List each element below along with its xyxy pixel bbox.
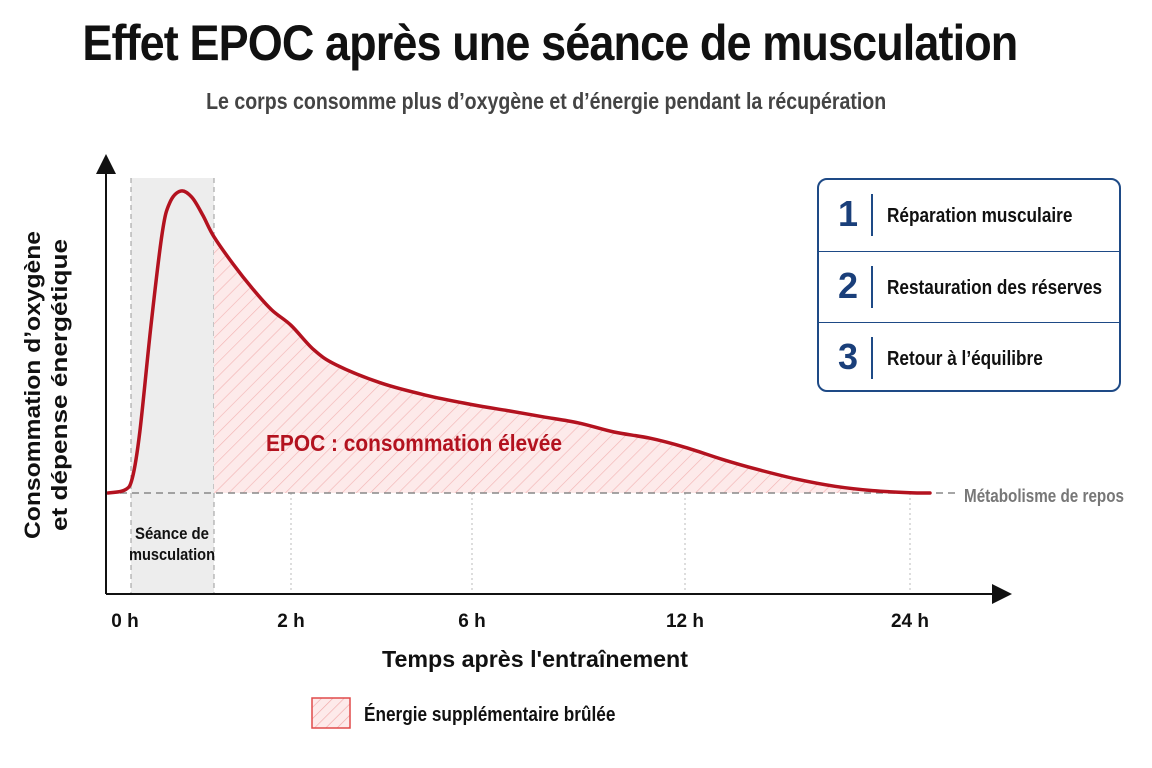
step-label: Retour à l’équilibre <box>887 348 1043 370</box>
x-axis-label: Temps après l'entraînement <box>382 646 688 672</box>
step-divider <box>871 337 873 379</box>
x-tick-label: 6 h <box>458 611 485 632</box>
step-divider <box>871 194 873 236</box>
step-label: Réparation musculaire <box>887 205 1073 227</box>
extra-energy-legend-label: Énergie supplémentaire brûlée <box>364 704 616 726</box>
workout-label-line1: Séance de <box>135 524 209 543</box>
step-row-2: 2 Restauration des réserves <box>819 251 1119 323</box>
epoc-curve <box>106 189 932 495</box>
x-tick-label: 0 h <box>111 611 138 632</box>
step-number: 2 <box>837 265 859 306</box>
step-label: Restauration des réserves <box>887 277 1103 299</box>
chart-subtitle: Le corps consomme plus d’oxygène et d’én… <box>206 88 887 114</box>
extra-energy-swatch <box>311 697 351 729</box>
extra-energy-area <box>214 236 930 494</box>
x-tick-label: 2 h <box>277 611 304 632</box>
y-axis-label-line1: Consommation d’oxygène <box>20 231 45 539</box>
area-label: EPOC : consommation élevée <box>266 430 562 456</box>
y-axis-label-line2: et dépense énergétique <box>47 239 72 531</box>
chart-title: Effet EPOC après une séance de musculati… <box>82 15 1018 71</box>
step-number: 3 <box>837 336 859 377</box>
step-row-1: 1 Réparation musculaire <box>819 180 1119 251</box>
x-tick-label: 24 h <box>891 611 929 632</box>
step-number: 1 <box>837 193 859 234</box>
step-row-3: 3 Retour à l’équilibre <box>819 322 1119 390</box>
recovery-steps-box: 1 Réparation musculaire 2 Restauration d… <box>817 178 1121 392</box>
workout-label-line2: musculation <box>129 545 215 564</box>
x-tick-label: 12 h <box>666 611 704 632</box>
step-divider <box>871 266 873 308</box>
baseline-label: Métabolisme de repos <box>964 486 1124 506</box>
